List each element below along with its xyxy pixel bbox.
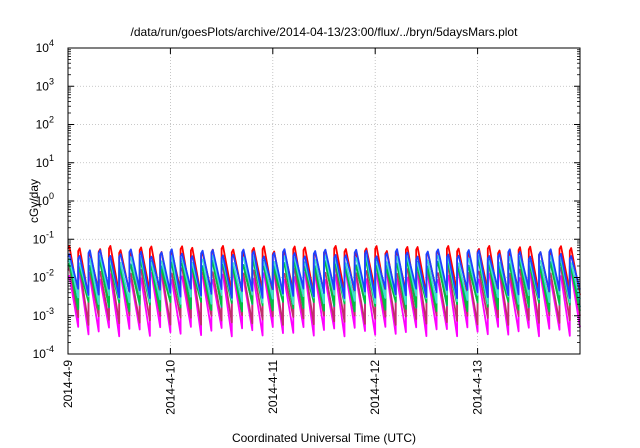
plot-frame bbox=[67, 47, 581, 355]
chart-title: /data/run/goesPlots/archive/2014-04-13/2… bbox=[131, 25, 519, 39]
y-tick-label: 100 bbox=[36, 191, 54, 208]
y-tick-label: 104 bbox=[36, 38, 54, 55]
series-line bbox=[67, 248, 581, 300]
x-tick-label: 2014-4-9 bbox=[61, 360, 75, 408]
x-tick-label: 2014-4-11 bbox=[266, 360, 280, 414]
y-tick-label: 10-2 bbox=[33, 268, 54, 285]
y-tick-label: 103 bbox=[36, 76, 54, 93]
axes: 10-4 10-3 10-2 10-1 100 101 102 103 104 2014-4-9 2… bbox=[33, 38, 581, 415]
y-tick-label: 10-1 bbox=[33, 229, 54, 246]
x-tick-label: 2014-4-13 bbox=[471, 360, 485, 415]
y-tick-label: 10-3 bbox=[33, 306, 54, 323]
y-tick-label: 102 bbox=[36, 115, 54, 132]
x-axis-label: Coordinated Universal Time (UTC) bbox=[232, 431, 416, 445]
x-tick-label: 2014-4-12 bbox=[368, 360, 382, 415]
series-group bbox=[67, 245, 581, 338]
x-tick-label: 2014-4-10 bbox=[163, 360, 177, 415]
y-axis-label: cGy/day bbox=[27, 179, 41, 223]
y-tick-label: 101 bbox=[36, 153, 54, 170]
y-tick-label: 10-4 bbox=[33, 344, 54, 361]
